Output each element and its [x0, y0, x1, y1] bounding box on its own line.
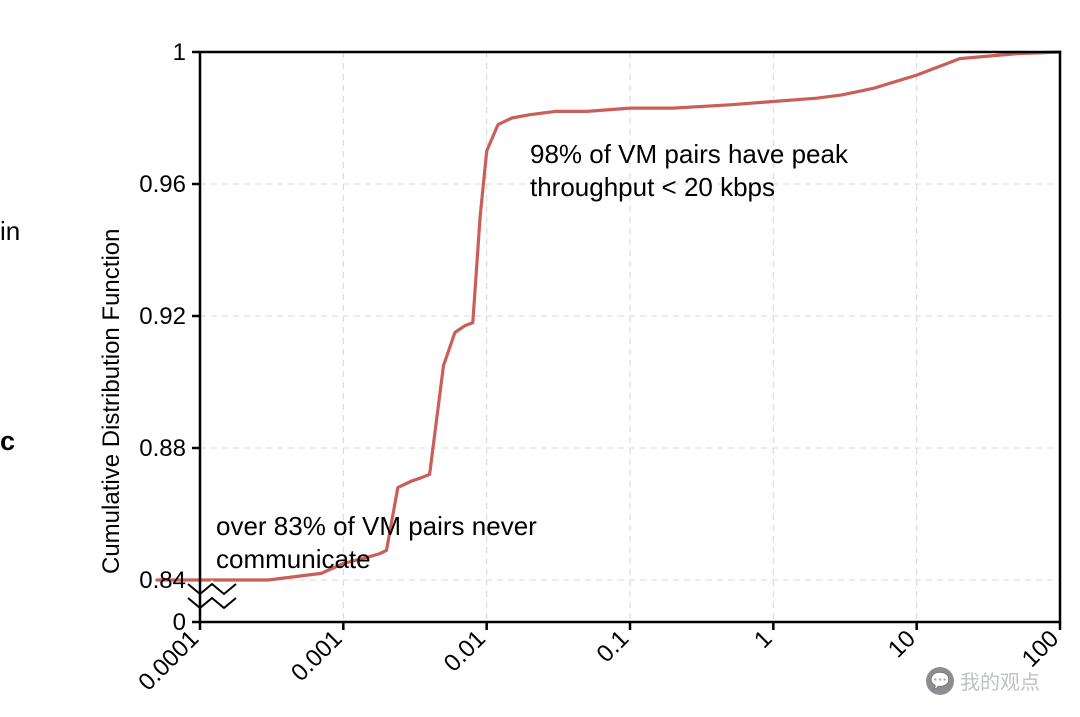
x-tick-label: 10 [883, 625, 921, 663]
watermark-text: 我的观点 [960, 666, 1040, 695]
annotation-upper: 98% of VM pairs have peak throughput < 2… [530, 138, 900, 203]
side-fragment-in: in [0, 216, 20, 247]
y-tick-label: 0.92 [139, 303, 186, 330]
y-tick-label: 1 [173, 39, 186, 66]
y-tick-label-zero: 0 [173, 609, 186, 636]
x-tick-label: 0.0001 [133, 625, 204, 696]
x-tick-label: 0.001 [286, 625, 348, 687]
side-fragment-c: c [0, 426, 15, 457]
y-tick-label: 0.88 [139, 435, 186, 462]
cdf-chart: 0.00010.0010.010.1110100 0.840.880.920.9… [0, 0, 1080, 717]
y-tick-label: 0.96 [139, 171, 186, 198]
chat-bubble-icon: 💬 [926, 667, 954, 695]
x-tick-label: 0.01 [439, 625, 491, 677]
watermark: 💬 我的观点 [926, 666, 1040, 695]
x-tick-label: 0.1 [592, 625, 635, 668]
y-tick-label: 0.84 [139, 567, 186, 594]
annotation-lower: over 83% of VM pairs never communicate [216, 510, 656, 575]
y-axis-label: Cumulative Distribution Function [98, 229, 126, 574]
